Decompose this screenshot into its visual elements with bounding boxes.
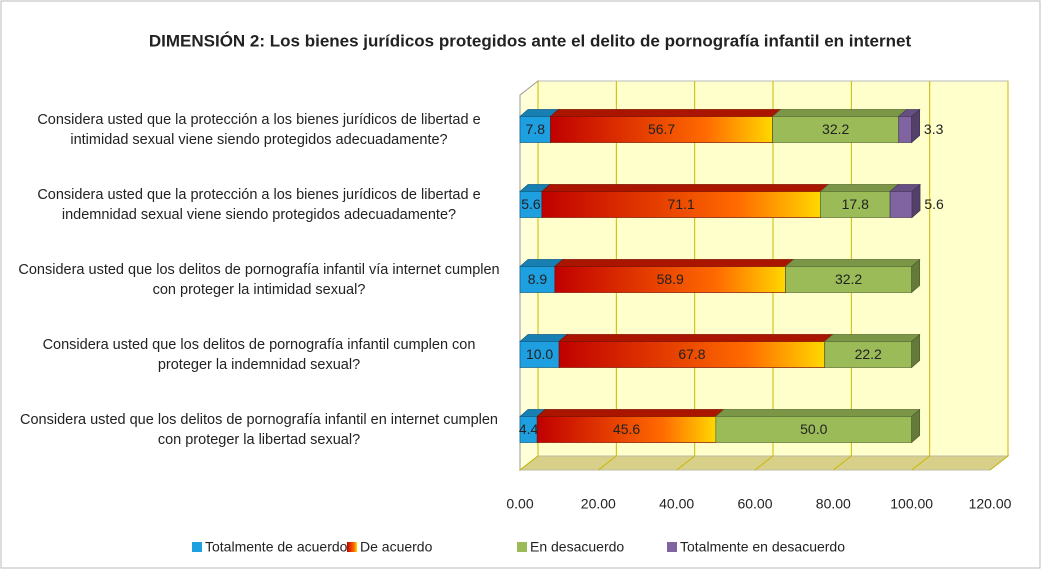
bar	[554, 266, 786, 293]
legend-label: Totalmente en desacuerdo	[680, 539, 845, 555]
value-label: 5.6	[924, 196, 944, 212]
value-label: 10.0	[526, 346, 553, 362]
floor-grid-line	[598, 455, 617, 471]
bar	[772, 116, 900, 143]
bar	[541, 191, 821, 218]
floor-grid-line	[833, 455, 852, 471]
value-label: 17.8	[842, 196, 869, 212]
value-label: 4.4	[519, 421, 539, 437]
floor-grid-line	[911, 455, 930, 471]
value-label: 56.7	[648, 121, 675, 137]
x-tick-label: 60.00	[737, 496, 772, 512]
value-label: 8.9	[528, 271, 548, 287]
bar-top	[536, 409, 725, 417]
x-tick-label: 80.00	[816, 496, 851, 512]
category-label: Considera usted que los delitos de porno…	[18, 261, 500, 298]
x-tick-label: 20.00	[581, 496, 616, 512]
category-label: Considera usted que los delitos de porno…	[42, 336, 476, 373]
value-label: 5.6	[521, 196, 541, 212]
value-label: 7.8	[526, 121, 546, 137]
legend-swatch	[192, 542, 202, 552]
bar-top	[541, 184, 830, 192]
value-label: 71.1	[668, 196, 695, 212]
bar-end	[911, 408, 921, 444]
bar-top	[549, 109, 782, 117]
value-label: 22.2	[855, 346, 882, 362]
bar	[519, 116, 551, 143]
x-tick-label: 40.00	[659, 496, 694, 512]
bar	[536, 416, 717, 443]
bar	[519, 341, 560, 368]
bar-top	[823, 334, 921, 342]
floor-grid-line	[519, 455, 539, 471]
x-tick-label: 120.00	[969, 496, 1012, 512]
x-tick-label: 100.00	[890, 496, 933, 512]
legend-label: Totalmente de acuerdo	[205, 539, 348, 555]
bar-top	[714, 409, 921, 417]
bar-end	[911, 183, 921, 219]
bar-top	[784, 259, 921, 267]
legend-swatch	[347, 542, 357, 552]
bar	[785, 266, 913, 293]
value-label: 50.0	[800, 421, 827, 437]
legend-label: De acuerdo	[360, 539, 433, 555]
value-label: 32.2	[835, 271, 862, 287]
bar-top	[553, 259, 795, 267]
value-label: 32.2	[822, 121, 849, 137]
bar	[550, 116, 773, 143]
value-label: 67.8	[678, 346, 705, 362]
bar	[820, 191, 891, 218]
bar	[519, 266, 556, 293]
bar-end	[911, 108, 921, 144]
bar	[824, 341, 913, 368]
legend-swatch	[517, 542, 527, 552]
legend-swatch	[667, 542, 677, 552]
category-label: Considera usted que la protección a los …	[37, 111, 481, 148]
value-label: 3.3	[924, 121, 944, 137]
category-label: Considera usted que los delitos de porno…	[20, 411, 498, 448]
value-label: 45.6	[613, 421, 640, 437]
bar-end	[911, 258, 921, 294]
floor-grid-line	[676, 455, 695, 471]
floor-grid-line	[754, 455, 774, 471]
value-label: 58.9	[657, 271, 684, 287]
bar-top	[819, 184, 900, 192]
legend-label: En desacuerdo	[530, 539, 624, 555]
bar-top	[558, 334, 834, 342]
category-label: Considera usted que la protección a los …	[37, 186, 481, 223]
x-tick-label: 0.00	[506, 496, 533, 512]
bar-top	[771, 109, 908, 117]
floor-grid-line	[989, 455, 1009, 471]
bar	[889, 191, 913, 218]
bar	[898, 116, 913, 143]
bar	[715, 416, 913, 443]
bar-end	[911, 333, 921, 369]
chart-title: DIMENSIÓN 2: Los bienes jurídicos proteg…	[149, 31, 912, 50]
